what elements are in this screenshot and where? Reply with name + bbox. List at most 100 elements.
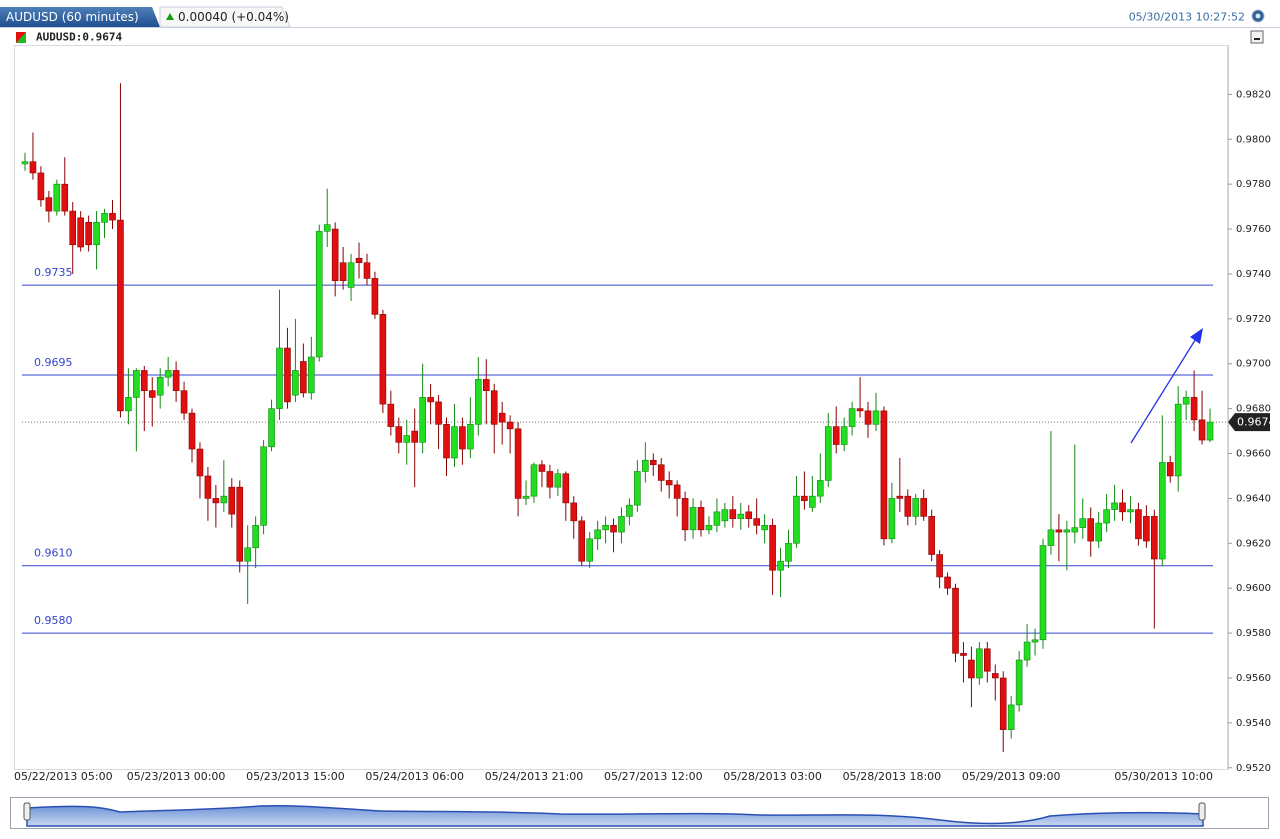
candle-body (594, 529, 601, 540)
candle-body (896, 495, 904, 499)
candle-body (482, 379, 490, 391)
candle-body (443, 424, 450, 459)
candle-body (467, 424, 474, 450)
candle-body (53, 183, 61, 212)
x-tick-label: 05/23/2013 00:00 (127, 770, 226, 783)
candle-body (77, 217, 84, 248)
candle-body (737, 513, 745, 519)
y-tick-label: 0.9740 (1236, 269, 1271, 280)
candle-body (403, 435, 411, 443)
candle-body (1047, 529, 1055, 546)
candle-body (1055, 529, 1063, 533)
y-tick-label: 0.9540 (1236, 718, 1271, 729)
candle-body (936, 554, 943, 578)
x-tick-label: 05/28/2013 18:00 (843, 770, 942, 783)
candle-body (562, 473, 570, 504)
candle-body (292, 370, 299, 396)
y-tick-label: 0.9760 (1236, 224, 1271, 235)
candle-body (840, 426, 848, 445)
candle-body (721, 509, 729, 522)
x-tick-label: 05/30/2013 10:00 (1114, 770, 1213, 783)
candle-body (427, 397, 434, 403)
y-tick-label: 0.9660 (1236, 449, 1271, 460)
candle-body (379, 314, 387, 405)
candle-body (522, 495, 530, 499)
symbol-icon-green (16, 32, 26, 43)
candle-body (1087, 518, 1095, 542)
x-tick-label: 05/27/2013 12:00 (604, 770, 703, 783)
candle-body (832, 426, 840, 445)
candle-body (1111, 502, 1118, 510)
candle-body (960, 652, 967, 656)
candle-body (538, 464, 546, 472)
candle-body (968, 659, 975, 679)
candle-body (681, 498, 689, 531)
y-tick-label: 0.9780 (1236, 179, 1271, 190)
y-tick-label: 0.9720 (1236, 314, 1271, 325)
minimize-button[interactable] (1250, 30, 1264, 44)
candle-body (1071, 527, 1079, 533)
y-tick-label: 0.9520 (1236, 763, 1271, 774)
trend-arrowhead (1190, 328, 1203, 344)
candle-body (419, 397, 426, 443)
candle-body (117, 219, 124, 412)
candle-body (888, 498, 896, 540)
x-tick-label: 05/28/2013 03:00 (723, 770, 822, 783)
candle-body (268, 408, 275, 448)
candle-body (180, 390, 188, 414)
timestamp: 05/30/2013 10:27:52 (1129, 11, 1245, 24)
candle-body (85, 222, 92, 246)
candle-body (856, 408, 864, 412)
candle-body (196, 448, 204, 477)
candle-body (93, 222, 100, 246)
candle-body (1151, 516, 1158, 560)
candle-body (530, 464, 538, 497)
candle-body (506, 421, 514, 430)
candle-body (61, 183, 69, 212)
settings-button-dot (1255, 13, 1261, 19)
y-tick-label: 0.9580 (1236, 628, 1271, 639)
candle-body (705, 525, 713, 531)
candle-body (1190, 397, 1198, 421)
candle-body (642, 459, 649, 472)
candle-body (323, 224, 331, 232)
candle-body (769, 525, 776, 571)
candle-body (745, 511, 753, 519)
candle-body (602, 525, 609, 531)
candle-body (1063, 529, 1071, 533)
navigator-area (26, 805, 1204, 827)
candle-body (570, 502, 578, 522)
navigator-handle-left[interactable] (23, 802, 31, 821)
candle-body (37, 172, 45, 201)
candle-body (29, 161, 37, 174)
candle-body (498, 412, 506, 423)
candle-body (904, 495, 912, 517)
candle-body (984, 648, 991, 672)
candle-body (1119, 502, 1126, 513)
candle-body (928, 516, 935, 555)
candle-body (395, 426, 403, 443)
level-label: 0.9695 (34, 356, 73, 369)
candle-body (1206, 421, 1214, 441)
candle-body (133, 370, 140, 398)
candle-body (952, 587, 959, 654)
candle-body (411, 430, 418, 443)
candle-body (1127, 509, 1134, 513)
candle-body (634, 471, 641, 506)
candle-body (220, 495, 228, 504)
candle-body (657, 464, 665, 481)
candle-body (69, 210, 77, 246)
candle-body (848, 408, 856, 427)
candle-body (1198, 419, 1206, 441)
level-label: 0.9735 (34, 266, 73, 279)
candle-body (920, 498, 927, 517)
candle-body (729, 509, 737, 519)
candle-body (459, 426, 466, 450)
candle-body (785, 542, 792, 562)
candle-body (212, 498, 220, 504)
candle-body (944, 576, 951, 589)
candle-body (1103, 509, 1110, 524)
navigator-handle-right[interactable] (1198, 802, 1206, 821)
candle-body (1182, 397, 1190, 405)
